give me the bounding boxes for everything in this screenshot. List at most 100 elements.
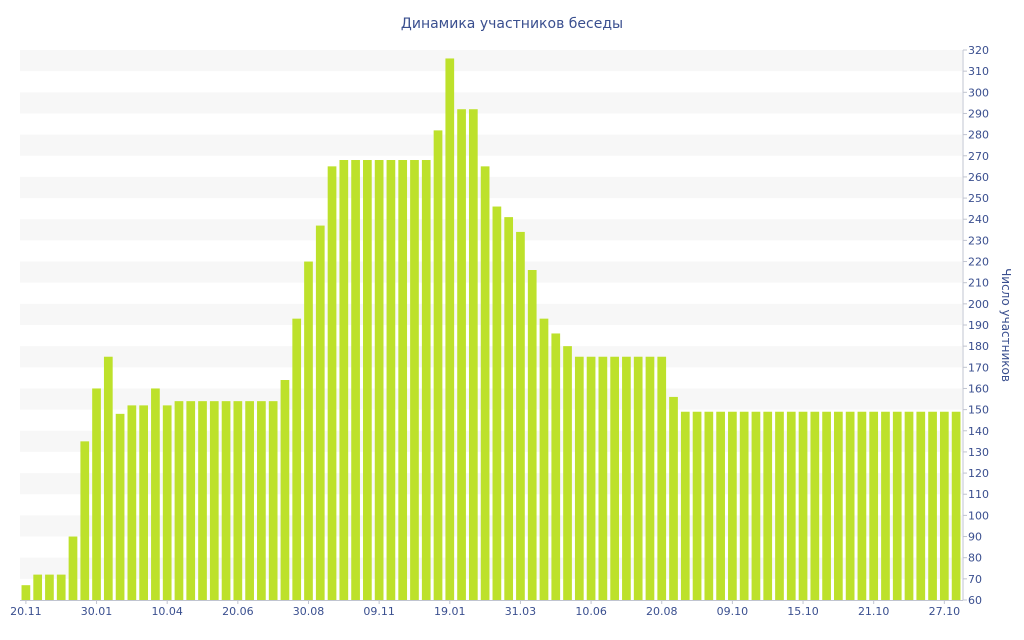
bar bbox=[257, 401, 266, 600]
y-tick-label: 280 bbox=[968, 129, 989, 142]
bar bbox=[834, 411, 843, 600]
bar bbox=[892, 411, 902, 600]
grid-band bbox=[20, 219, 962, 241]
y-tick-label: 230 bbox=[968, 234, 989, 247]
bar bbox=[786, 411, 796, 600]
x-tick-label: 10.04 bbox=[151, 605, 183, 618]
y-tick-label: 110 bbox=[968, 488, 989, 501]
bar bbox=[822, 411, 831, 600]
y-tick-label: 60 bbox=[968, 594, 982, 607]
y-tick-label: 240 bbox=[968, 213, 989, 226]
x-tick-label: 30.01 bbox=[81, 605, 113, 618]
bar bbox=[327, 166, 337, 600]
bar bbox=[221, 401, 231, 600]
bar bbox=[351, 160, 360, 600]
bar bbox=[916, 411, 926, 600]
bar bbox=[457, 109, 466, 600]
y-tick-label: 180 bbox=[968, 340, 989, 353]
bars bbox=[21, 58, 961, 601]
bar bbox=[904, 411, 914, 600]
y-tick-label: 260 bbox=[968, 171, 989, 184]
bar bbox=[68, 536, 78, 600]
bar bbox=[339, 160, 349, 600]
bar bbox=[551, 333, 561, 600]
bar bbox=[174, 401, 184, 600]
bar bbox=[198, 401, 207, 600]
bar bbox=[939, 411, 949, 600]
bar bbox=[139, 405, 148, 600]
bar bbox=[421, 160, 431, 600]
x-tick-label: 09.11 bbox=[363, 605, 395, 618]
bar bbox=[798, 411, 808, 600]
x-tick-label: 10.06 bbox=[575, 605, 607, 618]
bar bbox=[410, 160, 419, 600]
bar bbox=[751, 411, 761, 600]
y-tick-label: 120 bbox=[968, 467, 989, 480]
y-tick-label: 160 bbox=[968, 382, 989, 395]
bar bbox=[374, 160, 384, 600]
bar bbox=[692, 411, 702, 600]
bar bbox=[115, 413, 125, 600]
x-tick-label: 30.08 bbox=[293, 605, 325, 618]
y-tick-label: 300 bbox=[968, 86, 989, 99]
bar bbox=[763, 411, 773, 600]
bar bbox=[845, 411, 855, 600]
grid-band bbox=[20, 346, 962, 368]
bar bbox=[586, 356, 596, 600]
x-tick-label: 20.11 bbox=[10, 605, 42, 618]
bar bbox=[739, 411, 749, 600]
grid-band bbox=[20, 176, 962, 199]
grid-band bbox=[20, 92, 962, 114]
bar bbox=[610, 356, 619, 600]
bar bbox=[504, 217, 514, 600]
bar bbox=[245, 401, 254, 600]
y-tick-label: 320 bbox=[968, 44, 989, 57]
y-tick-label: 90 bbox=[968, 531, 982, 544]
bar bbox=[716, 411, 725, 600]
bar bbox=[45, 574, 54, 600]
grid-band bbox=[20, 50, 962, 72]
y-tick-label: 250 bbox=[968, 192, 989, 205]
bar bbox=[445, 58, 455, 600]
bar bbox=[574, 356, 584, 600]
x-tick-label: 09.10 bbox=[717, 605, 749, 618]
bar bbox=[775, 411, 784, 600]
chart-title: Динамика участников беседы bbox=[401, 16, 623, 32]
bar bbox=[56, 574, 66, 600]
x-tick-label: 27.10 bbox=[929, 605, 961, 618]
bar bbox=[563, 346, 572, 600]
bar bbox=[598, 356, 608, 600]
y-tick-label: 190 bbox=[968, 319, 989, 332]
grid-band bbox=[20, 515, 962, 537]
bar bbox=[280, 380, 290, 600]
x-tick-label: 21.10 bbox=[858, 605, 890, 618]
y-tick-label: 130 bbox=[968, 446, 989, 459]
y-tick-label: 220 bbox=[968, 256, 989, 269]
bar bbox=[433, 130, 443, 600]
bar bbox=[398, 160, 408, 600]
y-axis-label: Число участников bbox=[999, 268, 1013, 382]
y-tick-label: 150 bbox=[968, 404, 989, 417]
y-tick-label: 200 bbox=[968, 298, 989, 311]
grid-band bbox=[20, 388, 962, 410]
y-tick-label: 80 bbox=[968, 552, 982, 565]
grid-band bbox=[20, 261, 962, 283]
bar bbox=[209, 401, 219, 600]
bar bbox=[363, 160, 372, 600]
bar bbox=[186, 401, 196, 600]
y-tick-label: 70 bbox=[968, 573, 982, 586]
y-tick-label: 210 bbox=[968, 277, 989, 290]
bar bbox=[127, 405, 137, 600]
bar bbox=[480, 166, 490, 600]
bar bbox=[928, 411, 937, 600]
bar bbox=[951, 411, 961, 600]
grid-band bbox=[20, 473, 962, 495]
bar bbox=[728, 411, 737, 600]
y-tick-label: 310 bbox=[968, 65, 989, 78]
x-tick-label: 20.08 bbox=[646, 605, 678, 618]
bar bbox=[21, 585, 31, 600]
bar bbox=[810, 411, 820, 600]
bar bbox=[292, 318, 302, 600]
grid-band bbox=[20, 303, 962, 325]
